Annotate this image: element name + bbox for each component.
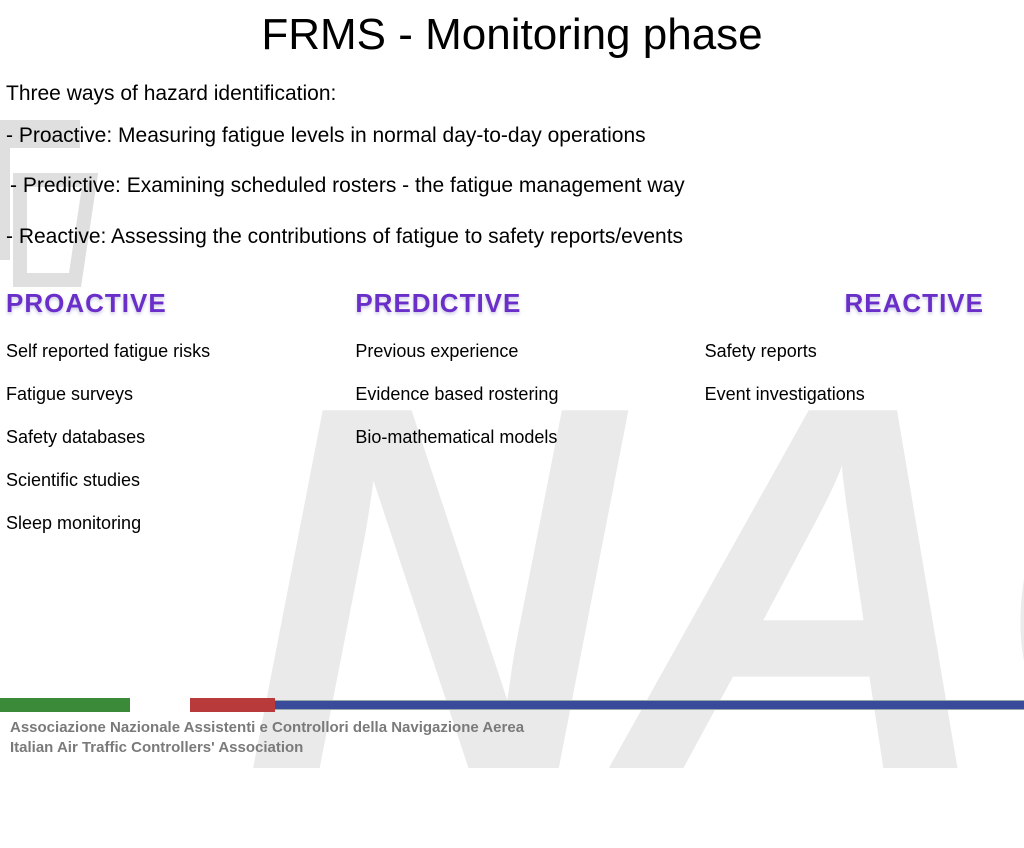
column-header-predictive: PREDICTIVE [355,288,664,319]
column-proactive: PROACTIVE Self reported fatigue risks Fa… [6,288,315,556]
list-item: Safety databases [6,427,315,448]
list-item: Fatigue surveys [6,384,315,405]
footer-line-1: Associazione Nazionale Assistenti e Cont… [10,718,1014,738]
slide-footer: Associazione Nazionale Assistenti e Cont… [0,698,1024,769]
stripe-blue [275,700,1024,710]
list-item: Event investigations [705,384,1014,405]
subtitle-text: Three ways of hazard identification: [0,82,1024,106]
footer-text: Associazione Nazionale Assistenti e Cont… [0,712,1024,769]
footer-line-2: Italian Air Traffic Controllers' Associa… [10,738,1014,758]
stripe-green [0,698,130,712]
stripe-red [190,698,275,712]
bullet-predictive: - Predictive: Examining scheduled roster… [0,172,1024,200]
list-item: Safety reports [705,341,1014,362]
column-predictive: PREDICTIVE Previous experience Evidence … [355,288,664,556]
list-item: Evidence based rostering [355,384,664,405]
list-item: Previous experience [355,341,664,362]
slide-content: FRMS - Monitoring phase Three ways of ha… [0,0,1024,556]
footer-stripe [0,698,1024,712]
bullet-proactive: - Proactive: Measuring fatigue levels in… [0,122,1024,150]
list-item: Self reported fatigue risks [6,341,315,362]
list-item: Bio-mathematical models [355,427,664,448]
list-item: Scientific studies [6,470,315,491]
bullet-reactive: - Reactive: Assessing the contributions … [0,223,1024,251]
list-item: Sleep monitoring [6,513,315,534]
columns-container: PROACTIVE Self reported fatigue risks Fa… [0,273,1024,556]
column-header-proactive: PROACTIVE [6,288,315,319]
column-header-reactive: REACTIVE [705,288,1014,319]
page-title: FRMS - Monitoring phase [0,10,1024,60]
column-reactive: REACTIVE Safety reports Event investigat… [705,288,1014,556]
